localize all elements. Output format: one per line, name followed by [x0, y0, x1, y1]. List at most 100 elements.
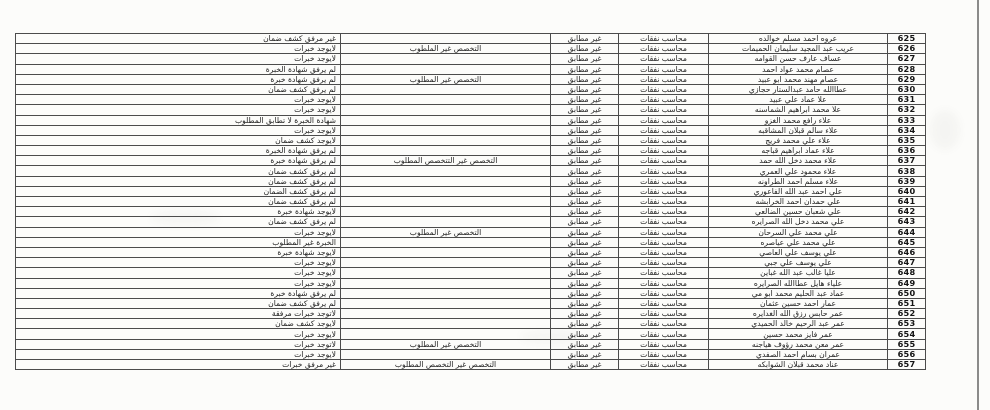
applicant-name-cell: عطاالله حامد عبدالستار حجازي — [709, 84, 888, 96]
job-title-cell: محاسب نفقات — [619, 278, 709, 289]
attachment-reason-cell: لايوجد كشف ضمان — [15, 319, 341, 330]
specialization-reason-cell — [341, 288, 551, 299]
attachment-reason-cell: لايوجد خبرات — [15, 278, 341, 289]
attachment-reason-cell: لايوجد خبرات — [15, 125, 341, 136]
applicant-name-cell: علي محمد دخل الله الصرايره — [709, 217, 888, 228]
job-title-cell: محاسب نفقات — [619, 339, 709, 350]
match-status-cell: غير مطابق — [551, 268, 619, 279]
job-title-cell: محاسب نفقات — [619, 309, 709, 320]
row-number-cell: 629 — [888, 74, 926, 85]
attachment-reason-cell: لايوجد خبرات — [15, 54, 341, 65]
specialization-reason-cell — [341, 258, 551, 269]
match-status-cell: غير مطابق — [551, 247, 619, 259]
job-title-cell: محاسب نفقات — [619, 115, 709, 126]
attachment-reason-cell: لايوجد خبرات — [15, 95, 341, 106]
job-title-cell: محاسب نفقات — [619, 247, 709, 259]
applicant-name-cell: علي محمد علي عياصره — [709, 237, 888, 248]
job-title-cell: محاسب نفقات — [619, 176, 709, 187]
applicant-name-cell: علاء علي محمد فريج — [709, 135, 888, 147]
applicant-name-cell: عمار احمد حسين عثمان — [709, 298, 888, 310]
page-edge-line — [977, 0, 979, 410]
match-status-cell: غير مطابق — [551, 339, 619, 350]
applicant-name-cell: عمر فايز محمد حسين — [709, 329, 888, 340]
specialization-reason-cell: التخصص غير المطلوب — [341, 339, 551, 350]
match-status-cell: غير مطابق — [551, 115, 619, 126]
applicant-name-cell: علي احمد عبد الله الفاعوري — [709, 186, 888, 197]
match-status-cell: غير مطابق — [551, 156, 619, 167]
job-title-cell: محاسب نفقات — [619, 54, 709, 65]
attachment-reason-cell: لم يرفق كشف ضمان — [15, 217, 341, 228]
specialization-reason-cell — [341, 309, 551, 320]
specialization-reason-cell — [341, 176, 551, 187]
attachment-reason-cell: لم يرفق شهادة خبرة — [15, 74, 341, 85]
applicant-name-cell: عناد محمد قبلان الشوابكه — [709, 360, 888, 371]
applicant-name-cell: عمر حابس رزق الله الغدايره — [709, 309, 888, 320]
row-number-cell: 637 — [888, 156, 926, 167]
applicant-name-cell: عمر عبد الرحيم خالد الحميدي — [709, 319, 888, 330]
attachment-reason-cell: لايوجد خبرات — [15, 227, 341, 238]
specialization-reason-cell — [341, 268, 551, 279]
row-number-cell: 645 — [888, 237, 926, 248]
match-status-cell: غير مطابق — [551, 125, 619, 136]
job-title-cell: محاسب نفقات — [619, 319, 709, 330]
row-number-cell: 633 — [888, 115, 926, 126]
applicant-name-cell: علي محمد علي السرحان — [709, 227, 888, 238]
specialization-reason-cell — [341, 186, 551, 197]
row-number-cell: 632 — [888, 105, 926, 116]
job-title-cell: محاسب نفقات — [619, 64, 709, 75]
specialization-reason-cell — [341, 95, 551, 106]
match-status-cell: غير مطابق — [551, 349, 619, 360]
attachment-reason-cell: لايوجد خبرات — [15, 349, 341, 360]
applicants-table: 625 عروه احمد مسلم خوالده محاسب نفقات غير م… — [15, 33, 926, 371]
match-status-cell: غير مطابق — [551, 360, 619, 371]
match-status-cell: غير مطابق — [551, 105, 619, 116]
specialization-reason-cell: التخصص غير الملطوب — [341, 44, 551, 55]
row-number-cell: 646 — [888, 247, 926, 259]
job-title-cell: محاسب نفقات — [619, 156, 709, 167]
applicant-name-cell: علاء محمود علي العمري — [709, 166, 888, 177]
attachment-reason-cell: لايوجد خبرات — [15, 105, 341, 116]
row-number-cell: 640 — [888, 186, 926, 197]
match-status-cell: غير مطابق — [551, 146, 619, 157]
attachment-reason-cell: لاتوجد خبرات — [15, 339, 341, 350]
applicant-name-cell: علي شعبان حسين الضالعي — [709, 207, 888, 218]
job-title-cell: محاسب نفقات — [619, 237, 709, 248]
specialization-reason-cell — [341, 217, 551, 228]
row-number-cell: 642 — [888, 207, 926, 218]
attachment-reason-cell: لايوجد خبرات — [15, 329, 341, 340]
row-number-cell: 654 — [888, 329, 926, 340]
job-title-cell: محاسب نفقات — [619, 34, 709, 45]
applicant-name-cell: عريب عبد المجيد سليمان الحميمات — [709, 44, 888, 55]
job-title-cell: محاسب نفقات — [619, 288, 709, 299]
attachment-reason-cell: لم يرفق كشف ضمان — [15, 84, 341, 96]
job-title-cell: محاسب نفقات — [619, 298, 709, 310]
specialization-reason-cell — [341, 54, 551, 65]
specialization-reason-cell: التخصص غير المطلوب — [341, 227, 551, 238]
attachment-reason-cell: لايوجد خبرات — [15, 44, 341, 55]
applicant-name-cell: علاء عماد ابراهيم قباجه — [709, 146, 888, 157]
row-number-cell: 651 — [888, 298, 926, 310]
scan-smudge — [930, 110, 960, 150]
applicant-name-cell: علاء محمد دخل الله حمد — [709, 156, 888, 167]
attachment-reason-cell: لايوجد شهادة خبرة — [15, 207, 341, 218]
row-number-cell: 627 — [888, 54, 926, 65]
match-status-cell: غير مطابق — [551, 237, 619, 248]
applicant-name-cell: علياء هايل عطاالله الصرايره — [709, 278, 888, 289]
row-number-cell: 647 — [888, 258, 926, 269]
specialization-reason-cell: التخصص غير التتخصص المطلوب — [341, 156, 551, 167]
applicant-name-cell: عمران بسام احمد الصفدي — [709, 349, 888, 360]
applicant-name-cell: علاء سالم قبلان المشاقبه — [709, 125, 888, 136]
job-title-cell: محاسب نفقات — [619, 125, 709, 136]
attachment-reason-cell: لم يرفق كشف ضمان — [15, 197, 341, 208]
specialization-reason-cell: التخصص غير التخصص المطلوب — [341, 360, 551, 371]
applicant-name-cell: عماد عبد الحليم محمد ابو مي — [709, 288, 888, 299]
row-number-cell: 656 — [888, 349, 926, 360]
row-number-cell: 649 — [888, 278, 926, 289]
match-status-cell: غير مطابق — [551, 298, 619, 310]
row-number-cell: 625 — [888, 34, 926, 45]
attachment-reason-cell: غير مرفق كشف ضمان — [15, 34, 341, 45]
match-status-cell: غير مطابق — [551, 84, 619, 96]
applicant-name-cell: علا محمد ابراهيم الشماسنه — [709, 105, 888, 116]
job-title-cell: محاسب نفقات — [619, 135, 709, 147]
